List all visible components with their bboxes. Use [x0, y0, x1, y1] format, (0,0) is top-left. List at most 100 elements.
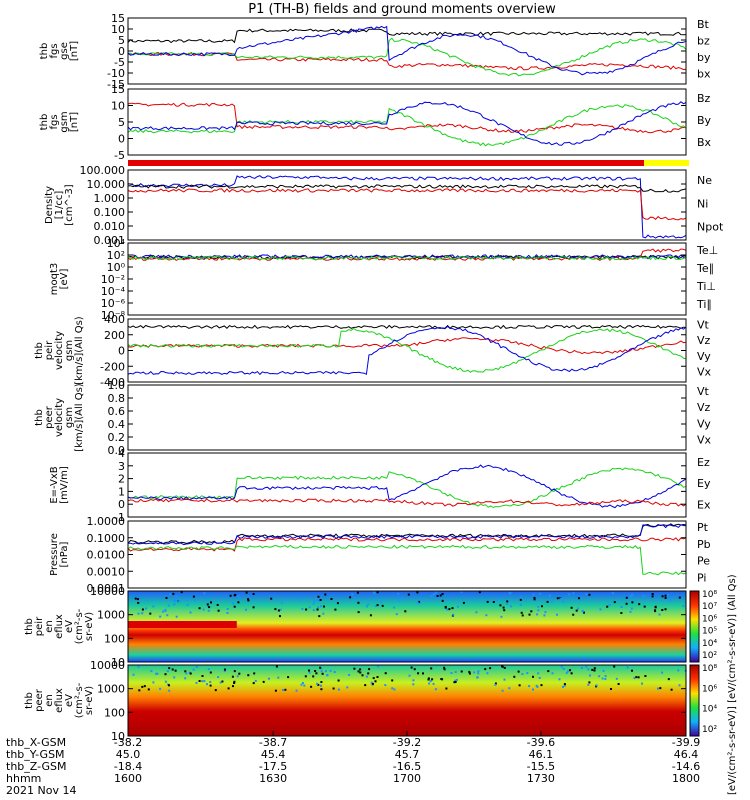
- y-label-line: [nPa]: [59, 541, 70, 567]
- y-tick-label: 5: [118, 116, 125, 129]
- colorbar-tick: 10⁵: [702, 627, 717, 637]
- y-axis-label: thb fgs gse [nT]: [39, 41, 80, 61]
- trace-fgs_gse-3: [127, 25, 687, 76]
- y-axis-label: thb peir velocity gsm [km/s](All Qs): [34, 316, 85, 384]
- y-label-line: peer: [34, 688, 45, 712]
- y-tick-label: 400: [104, 313, 125, 326]
- xaxis-value: -39.2: [393, 736, 421, 749]
- y-label-line: en: [44, 694, 55, 707]
- legend-Ne: Ne: [697, 174, 712, 187]
- trace-efield-0: [128, 467, 687, 509]
- xaxis-value: -16.5: [393, 760, 421, 773]
- y-tick-label: 1.000: [94, 192, 126, 205]
- y-label-line: eflux: [54, 614, 65, 639]
- y-tick-label: -5: [114, 149, 125, 162]
- xaxis-row-name: thb_X-GSM: [6, 736, 66, 749]
- colorbar-strip: [689, 664, 700, 737]
- legend-Vz: Vz: [697, 401, 711, 414]
- trace-density-0: [127, 175, 687, 239]
- y-axis-label: moqt3 [eV]: [49, 263, 70, 296]
- y-tick-label: 10000: [90, 659, 125, 672]
- y-tick-label: 0.6: [108, 405, 126, 418]
- panel-frame: [127, 88, 687, 156]
- legend-Vt: Vt: [697, 385, 710, 398]
- y-tick-label: 10: [111, 100, 125, 113]
- y-tick-label: 1: [118, 485, 125, 498]
- panel-frame: [127, 452, 687, 518]
- y-tick-label: 1.0: [108, 379, 126, 392]
- y-tick-label: 0: [118, 498, 125, 511]
- xaxis-value: 1730: [527, 772, 555, 785]
- panel-peir_velocity: 400 200 0 -200 -400 thb peir velocity gsm [km/s](…: [34, 313, 712, 389]
- colorbar-label: [eV/(cm²-s-sr-eV)] [eV/(cm²-s-sr-eV)] (A…: [727, 574, 738, 795]
- y-tick-label: 2: [118, 473, 125, 486]
- y-label-line: [km/s](All Qs): [74, 316, 85, 384]
- y-tick-label: 0.4: [108, 418, 126, 431]
- y-label-line: (cm²-s-: [74, 608, 85, 644]
- legend-Pe: Pe: [697, 555, 710, 568]
- y-label-line: [nT]: [69, 112, 80, 132]
- y-tick-label: 10: [111, 730, 125, 743]
- y-tick-label: 10²: [107, 249, 125, 262]
- y-label-line: Pressure: [49, 533, 60, 576]
- panel-frame: [127, 520, 687, 589]
- xaxis-value: 46.1: [529, 748, 554, 761]
- trace-fgs_gsm-2: [127, 101, 687, 146]
- xaxis-value: -39.9: [672, 736, 700, 749]
- legend-Pt: Pt: [697, 521, 709, 534]
- trace-fgs_gsm-0: [127, 102, 686, 134]
- y-tick-label: 0.0001: [87, 582, 126, 595]
- y-label-line: gsm: [64, 340, 75, 361]
- y-tick-label: 10: [111, 23, 125, 36]
- y-tick-label: 10⁻²: [101, 273, 125, 286]
- legend-Ex: Ex: [697, 498, 711, 511]
- trace-temperature-3: [127, 255, 687, 261]
- xaxis-row-name: hhmm: [6, 772, 41, 785]
- y-label-line: thb: [24, 618, 35, 635]
- y-tick-label: 10: [111, 656, 125, 669]
- legend-Ni: Ni: [697, 197, 708, 210]
- legend-Ez: Ez: [697, 456, 710, 469]
- trace-fgs_gse-2: [128, 37, 687, 77]
- xaxis-value: -15.5: [527, 760, 555, 773]
- trace-efield-1: [127, 464, 687, 509]
- trace-efield-2: [127, 498, 687, 507]
- legend-Vy: Vy: [697, 417, 711, 430]
- y-label-line: fgs: [49, 43, 60, 58]
- y-label-line: [1/cc]: [54, 191, 65, 220]
- y-tick-label: -10: [107, 67, 125, 80]
- legend-Bx: Bx: [697, 136, 712, 149]
- y-label-line: [mV/m]: [59, 466, 70, 504]
- xaxis-value: -17.5: [259, 760, 287, 773]
- legend-by: by: [697, 51, 711, 64]
- ion-beam-band: [128, 621, 237, 628]
- y-tick-label: 10⁻⁶: [101, 297, 126, 310]
- y-label-line: (cm²-s-: [74, 682, 85, 718]
- y-tick-label: 0: [118, 133, 125, 146]
- y-axis-label: thb peir en eflux eV (cm²-s-sr-eV): [24, 608, 95, 644]
- y-tick-label: -5: [114, 56, 125, 69]
- y-tick-label: 4: [118, 447, 125, 460]
- xaxis-value: -18.4: [114, 760, 142, 773]
- xaxis-value: 1800: [672, 772, 700, 785]
- y-tick-label: 10000: [90, 585, 125, 598]
- y-tick-label: 10⁻⁸: [101, 309, 126, 322]
- panel-frame: [127, 169, 687, 241]
- trace-density-2: [127, 188, 687, 221]
- xaxis-value: -39.6: [527, 736, 555, 749]
- legend-Vx: Vx: [697, 434, 712, 447]
- xaxis-value: 1700: [393, 772, 421, 785]
- y-tick-label: 200: [104, 329, 125, 342]
- y-label-line: [nT]: [69, 41, 80, 61]
- y-tick-label: 0.8: [108, 392, 126, 405]
- panel-peer_spec: 10000 1000 100 10 thb peer en eflux eV (cm²-s-sr-…: [24, 659, 687, 743]
- y-tick-label: 0.100: [94, 206, 126, 219]
- trace-peir_velocity-3: [127, 325, 687, 376]
- colorbar-tick: 10⁴: [702, 639, 717, 649]
- colorbar-tick: 10⁶: [702, 614, 717, 624]
- xaxis-value: -14.6: [672, 760, 700, 773]
- y-label-line: sr-eV): [84, 686, 95, 715]
